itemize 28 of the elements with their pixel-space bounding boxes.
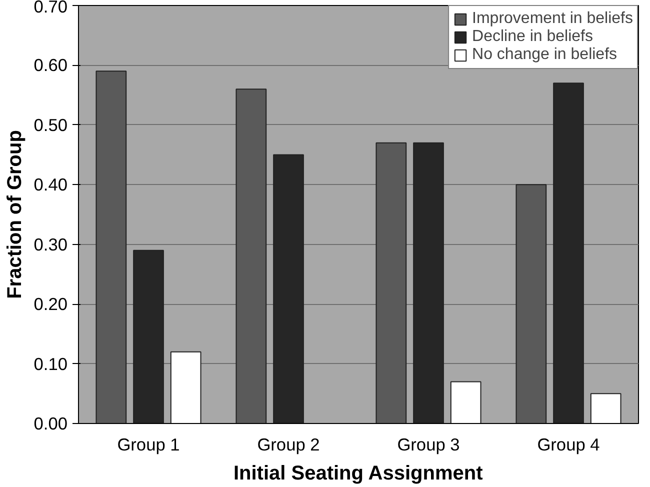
bar xyxy=(236,88,267,424)
bar xyxy=(376,142,407,424)
y-tick-label: 0.60 xyxy=(34,55,68,76)
x-axis-title: Initial Seating Assignment xyxy=(233,462,484,484)
x-tick-label: Group 2 xyxy=(257,434,320,454)
y-axis-title: Fraction of Group xyxy=(4,130,26,299)
x-tick-label: Group 3 xyxy=(397,434,460,454)
legend-label: Decline in beliefs xyxy=(472,28,593,46)
bar xyxy=(553,82,584,424)
bar xyxy=(450,381,482,424)
bar xyxy=(516,184,547,424)
y-tick-label: 0.20 xyxy=(34,294,68,314)
bar xyxy=(170,351,202,424)
y-tick-label: 0.50 xyxy=(34,114,68,135)
y-tick-label: 0.40 xyxy=(34,174,68,195)
y-tick-label: 0.10 xyxy=(34,354,68,374)
y-tick-label: 0.00 xyxy=(34,414,68,434)
x-tick-label: Group 1 xyxy=(117,434,180,454)
y-tick-label: 0.70 xyxy=(34,0,68,16)
x-tick-label: Group 4 xyxy=(537,434,600,454)
legend-label: No change in beliefs xyxy=(472,46,618,64)
bar xyxy=(590,393,622,424)
bar xyxy=(133,250,164,424)
legend-label: Improvement in beliefs xyxy=(472,10,633,28)
bar xyxy=(413,142,444,424)
y-tick-label: 0.30 xyxy=(34,234,68,254)
bar xyxy=(96,70,127,424)
bar xyxy=(273,154,304,424)
